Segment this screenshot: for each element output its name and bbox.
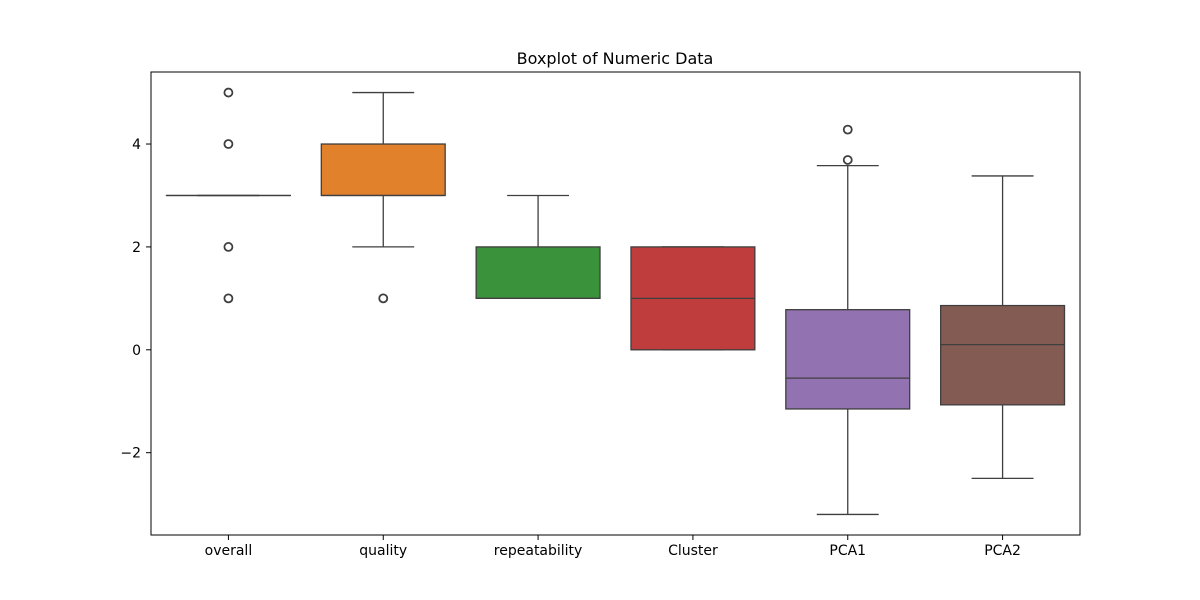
y-tick-label: 0	[132, 343, 141, 359]
plot-area: −2 0 2 4 overall quality repeatability Cluster P…	[120, 71, 1081, 559]
x-tick-label: quality	[359, 543, 407, 559]
x-tick-label: Cluster	[668, 543, 718, 559]
chart-title: Boxplot of Numeric Data	[517, 49, 714, 68]
y-tick-label: 4	[132, 137, 141, 153]
y-tick-label: 2	[132, 240, 141, 256]
x-tick-label: PCA2	[984, 543, 1021, 559]
x-tick-label: overall	[205, 543, 253, 559]
outlier-point	[223, 293, 234, 304]
x-tick-label: PCA1	[829, 543, 866, 559]
box-repeatability	[475, 246, 601, 300]
box-PCA1	[785, 309, 911, 410]
plot-frame	[150, 71, 1081, 536]
box-PCA2	[940, 304, 1066, 406]
outlier-point	[223, 139, 234, 149]
outlier-point	[223, 87, 234, 98]
outlier-point	[378, 293, 389, 304]
box-quality	[320, 143, 446, 197]
y-tick-label: −2	[120, 446, 141, 462]
x-tick-label: repeatability	[494, 543, 583, 559]
outlier-point	[842, 124, 853, 135]
outlier-point	[223, 242, 234, 252]
outlier-point	[842, 155, 853, 165]
